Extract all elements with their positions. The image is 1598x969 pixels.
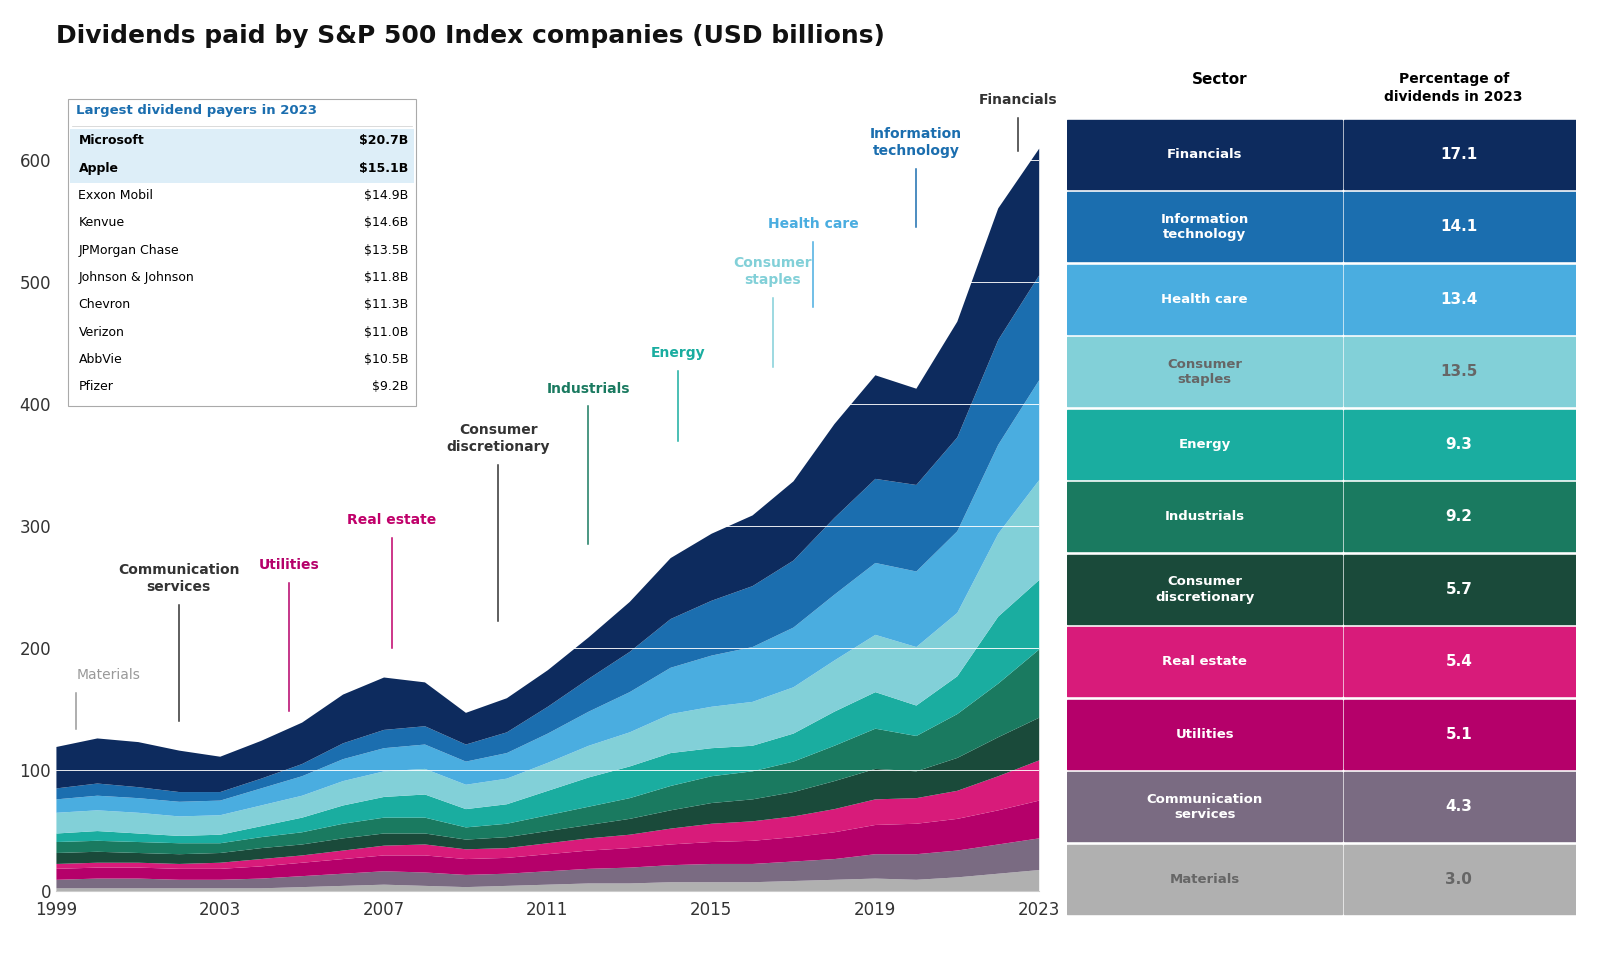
Text: Kenvue: Kenvue xyxy=(78,216,125,230)
Bar xyxy=(1344,192,1576,262)
Text: Energy: Energy xyxy=(650,346,706,360)
Text: $10.5B: $10.5B xyxy=(364,353,407,365)
Text: Chevron: Chevron xyxy=(78,298,131,311)
Text: Percentage of
dividends in 2023: Percentage of dividends in 2023 xyxy=(1384,73,1523,104)
Text: 3.0: 3.0 xyxy=(1445,872,1472,887)
Bar xyxy=(1067,337,1342,406)
Text: Pfizer: Pfizer xyxy=(78,380,113,393)
Bar xyxy=(1067,483,1342,551)
Bar xyxy=(1344,555,1576,624)
Text: 9.3: 9.3 xyxy=(1445,437,1472,452)
Bar xyxy=(1344,120,1576,189)
FancyBboxPatch shape xyxy=(70,156,414,183)
Text: Materials: Materials xyxy=(77,668,141,682)
Text: Materials: Materials xyxy=(1170,873,1240,886)
Bar xyxy=(1344,410,1576,479)
Text: $11.3B: $11.3B xyxy=(364,298,407,311)
FancyBboxPatch shape xyxy=(70,129,414,156)
Text: Consumer
discretionary: Consumer discretionary xyxy=(1155,576,1254,604)
Bar xyxy=(1067,555,1342,624)
Text: 5.4: 5.4 xyxy=(1445,654,1472,670)
Bar xyxy=(1067,265,1342,333)
Bar xyxy=(1344,772,1576,841)
Text: Information
technology: Information technology xyxy=(869,127,962,158)
Text: $14.6B: $14.6B xyxy=(364,216,407,230)
Bar xyxy=(1344,265,1576,333)
Text: Sector: Sector xyxy=(1192,73,1248,87)
Text: Health care: Health care xyxy=(1162,293,1248,306)
Text: 13.5: 13.5 xyxy=(1440,364,1478,379)
Text: 17.1: 17.1 xyxy=(1440,146,1478,162)
Text: 13.4: 13.4 xyxy=(1440,292,1478,307)
Text: Real estate: Real estate xyxy=(1162,655,1246,669)
Text: Communication
services: Communication services xyxy=(1146,793,1262,821)
Text: 9.2: 9.2 xyxy=(1445,510,1472,524)
Text: 14.1: 14.1 xyxy=(1440,219,1478,234)
Text: Johnson & Johnson: Johnson & Johnson xyxy=(78,271,195,284)
Bar xyxy=(1067,410,1342,479)
Text: Consumer
discretionary: Consumer discretionary xyxy=(446,422,550,454)
Text: $11.8B: $11.8B xyxy=(364,271,407,284)
Text: Consumer
staples: Consumer staples xyxy=(733,256,812,287)
Bar xyxy=(1344,700,1576,769)
Text: Microsoft: Microsoft xyxy=(78,135,144,147)
Text: Verizon: Verizon xyxy=(78,326,125,338)
Text: $11.0B: $11.0B xyxy=(364,326,407,338)
Text: Apple: Apple xyxy=(78,162,118,174)
Bar xyxy=(1344,627,1576,697)
Text: $14.9B: $14.9B xyxy=(364,189,407,202)
Bar xyxy=(1344,337,1576,406)
Text: Energy: Energy xyxy=(1179,438,1230,451)
Text: Health care: Health care xyxy=(769,217,858,231)
Text: 5.1: 5.1 xyxy=(1445,727,1472,742)
Bar xyxy=(1067,772,1342,841)
Text: Financials: Financials xyxy=(1167,147,1242,161)
Text: Communication
services: Communication services xyxy=(118,563,240,594)
Text: Consumer
staples: Consumer staples xyxy=(1167,358,1242,386)
Bar xyxy=(1067,700,1342,769)
Text: Utilities: Utilities xyxy=(259,558,320,573)
Bar xyxy=(1067,845,1342,914)
Text: Real estate: Real estate xyxy=(347,514,436,527)
Text: Utilities: Utilities xyxy=(1176,728,1234,741)
Text: $15.1B: $15.1B xyxy=(360,162,407,174)
Text: Financials: Financials xyxy=(980,93,1058,107)
Text: Information
technology: Information technology xyxy=(1160,212,1248,241)
Bar xyxy=(1067,192,1342,262)
Bar xyxy=(1344,483,1576,551)
Text: Exxon Mobil: Exxon Mobil xyxy=(78,189,153,202)
Text: 5.7: 5.7 xyxy=(1445,581,1472,597)
Bar xyxy=(1067,120,1342,189)
Text: JPMorgan Chase: JPMorgan Chase xyxy=(78,243,179,257)
Bar xyxy=(1344,845,1576,914)
Text: $13.5B: $13.5B xyxy=(364,243,407,257)
Bar xyxy=(1067,627,1342,697)
Text: $9.2B: $9.2B xyxy=(372,380,407,393)
Text: $20.7B: $20.7B xyxy=(360,135,407,147)
Text: Dividends paid by S&P 500 Index companies (USD billions): Dividends paid by S&P 500 Index companie… xyxy=(56,24,885,48)
FancyBboxPatch shape xyxy=(69,100,415,406)
Text: Industrials: Industrials xyxy=(547,382,630,395)
Text: AbbVie: AbbVie xyxy=(78,353,121,365)
Text: Industrials: Industrials xyxy=(1165,511,1245,523)
Text: Largest dividend payers in 2023: Largest dividend payers in 2023 xyxy=(75,105,316,117)
Text: 4.3: 4.3 xyxy=(1445,799,1472,814)
